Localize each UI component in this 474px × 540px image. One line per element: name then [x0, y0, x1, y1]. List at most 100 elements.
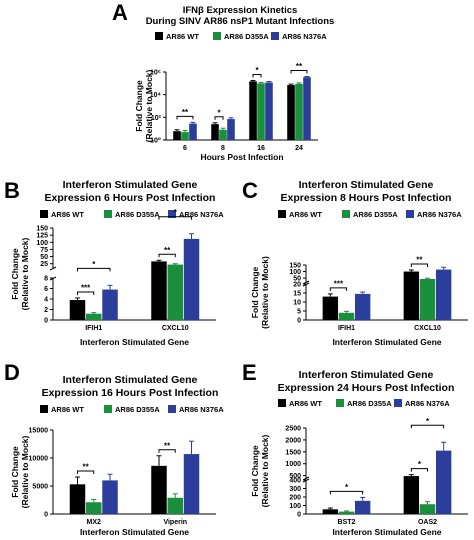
axis-break-mark [49, 266, 57, 271]
x-tick-label: 8 [221, 145, 225, 152]
legend-swatch [394, 399, 402, 407]
y-tick-label: 10² [151, 115, 162, 122]
legend-swatch [342, 210, 350, 218]
legend-swatch [278, 210, 286, 218]
bar [102, 289, 118, 320]
bar [167, 264, 183, 320]
y-tick-label: 10000 [29, 456, 49, 463]
x-tick-label: CXCL10 [162, 325, 189, 332]
panel-letter: C [242, 178, 258, 203]
bar [189, 123, 197, 140]
chart-subtitle: During SINV AR86 nsP1 Mutant Infections [146, 16, 335, 27]
y-tick-label: 75 [40, 247, 48, 254]
bar [249, 81, 257, 140]
bar [86, 313, 102, 320]
bar [435, 450, 452, 514]
x-axis-label: Interferon Stimulated Gene [332, 337, 441, 347]
y-axis-label: Fold Change(Relative to Mock) [250, 434, 270, 507]
bar [69, 300, 86, 320]
legend-label: AR86 N376A [405, 399, 450, 408]
legend-label: AR86 N376A [179, 210, 224, 219]
significance-bracket [158, 216, 193, 220]
y-tick-label: 400 [289, 478, 301, 485]
bar [211, 124, 219, 140]
chart-subtitle: Expression 6 Hours Post Infection [45, 192, 216, 204]
legend-label: AR86 WT [289, 210, 322, 219]
significance-bracket [410, 468, 428, 472]
bar [183, 238, 200, 320]
chart-title: Interferon Stimulated Gene [63, 374, 198, 386]
bar [303, 77, 311, 140]
legend-label: AR86 WT [166, 32, 199, 41]
bar [181, 132, 189, 140]
y-tick-label: 15 [293, 291, 301, 298]
significance-label: * [92, 260, 96, 269]
y-tick-label: 10⁰ [150, 137, 161, 145]
legend-swatch [336, 399, 344, 407]
significance-label: * [174, 208, 178, 217]
significance-bracket [176, 115, 194, 120]
significance-bracket [329, 287, 347, 291]
bar [227, 119, 235, 140]
y-tick-label: 8 [44, 276, 48, 283]
y-tick-label: 2 [44, 307, 48, 314]
legend-swatch [104, 210, 112, 218]
legend-label: AR86 N376A [282, 32, 327, 41]
significance-bracket [76, 291, 95, 295]
y-tick-label: 50 [293, 276, 301, 283]
bar [419, 278, 436, 320]
chart-title: Interferon Stimulated Gene [299, 369, 434, 381]
y-tick-label: 10⁴ [150, 92, 162, 99]
legend-swatch [213, 32, 221, 40]
significance-bracket [214, 116, 224, 120]
y-tick-label: 15000 [29, 428, 49, 435]
y-tick-label: 6 [44, 286, 48, 293]
y-tick-label: 25 [40, 261, 48, 268]
legend-swatch [168, 210, 176, 218]
significance-label: * [255, 66, 259, 75]
bar [257, 83, 265, 140]
y-axis-label: Fold Change(Relative to Mock) [134, 69, 154, 142]
x-tick-label: IFIH1 [338, 325, 355, 332]
bar [295, 83, 303, 140]
bar [287, 85, 295, 140]
y-tick-label: 100 [289, 503, 301, 510]
y-axis-label: Fold Change(Relative to Mock) [250, 256, 270, 329]
bar [403, 476, 420, 514]
bar [338, 312, 355, 320]
panel-letter: D [4, 360, 20, 385]
x-axis-label: Interferon Stimulated Gene [80, 337, 189, 347]
y-tick-label: 5000 [32, 484, 48, 491]
significance-label: ** [83, 463, 90, 472]
y-tick-label: 100 [289, 269, 301, 276]
legend-label: AR86 D355A [224, 32, 269, 41]
significance-label: ** [164, 246, 171, 255]
bar [69, 484, 86, 514]
y-tick-label: 50 [40, 254, 48, 261]
y-axis-label: Fold Change(Relative to Mock) [10, 237, 30, 310]
y-tick-label: 150 [36, 226, 48, 233]
y-tick-label: 20 [293, 282, 301, 289]
significance-bracket [410, 263, 428, 267]
bar [102, 480, 118, 514]
panel-letter: A [112, 0, 128, 25]
x-axis-label: Hours Post Infection [200, 152, 283, 162]
significance-label: *** [81, 283, 91, 292]
y-tick-label: 200 [289, 495, 301, 502]
legend-label: AR86 D355A [115, 210, 160, 219]
bar [419, 504, 436, 514]
significance-label: ** [164, 441, 171, 450]
y-tick-label: 0 [44, 512, 48, 519]
legend-swatch [168, 405, 176, 413]
significance-label: ** [296, 62, 303, 71]
chart-subtitle: Expression 16 Hours Post Infection [42, 387, 219, 399]
y-tick-label: 1500 [285, 449, 301, 456]
legend-label: AR86 WT [289, 399, 322, 408]
chart-subtitle: Expression 24 Hours Post Infection [278, 382, 455, 394]
x-tick-label: 6 [183, 145, 187, 152]
x-tick-label: MX2 [87, 519, 102, 526]
chart-title: Interferon Stimulated Gene [63, 179, 198, 191]
significance-bracket [76, 267, 111, 272]
